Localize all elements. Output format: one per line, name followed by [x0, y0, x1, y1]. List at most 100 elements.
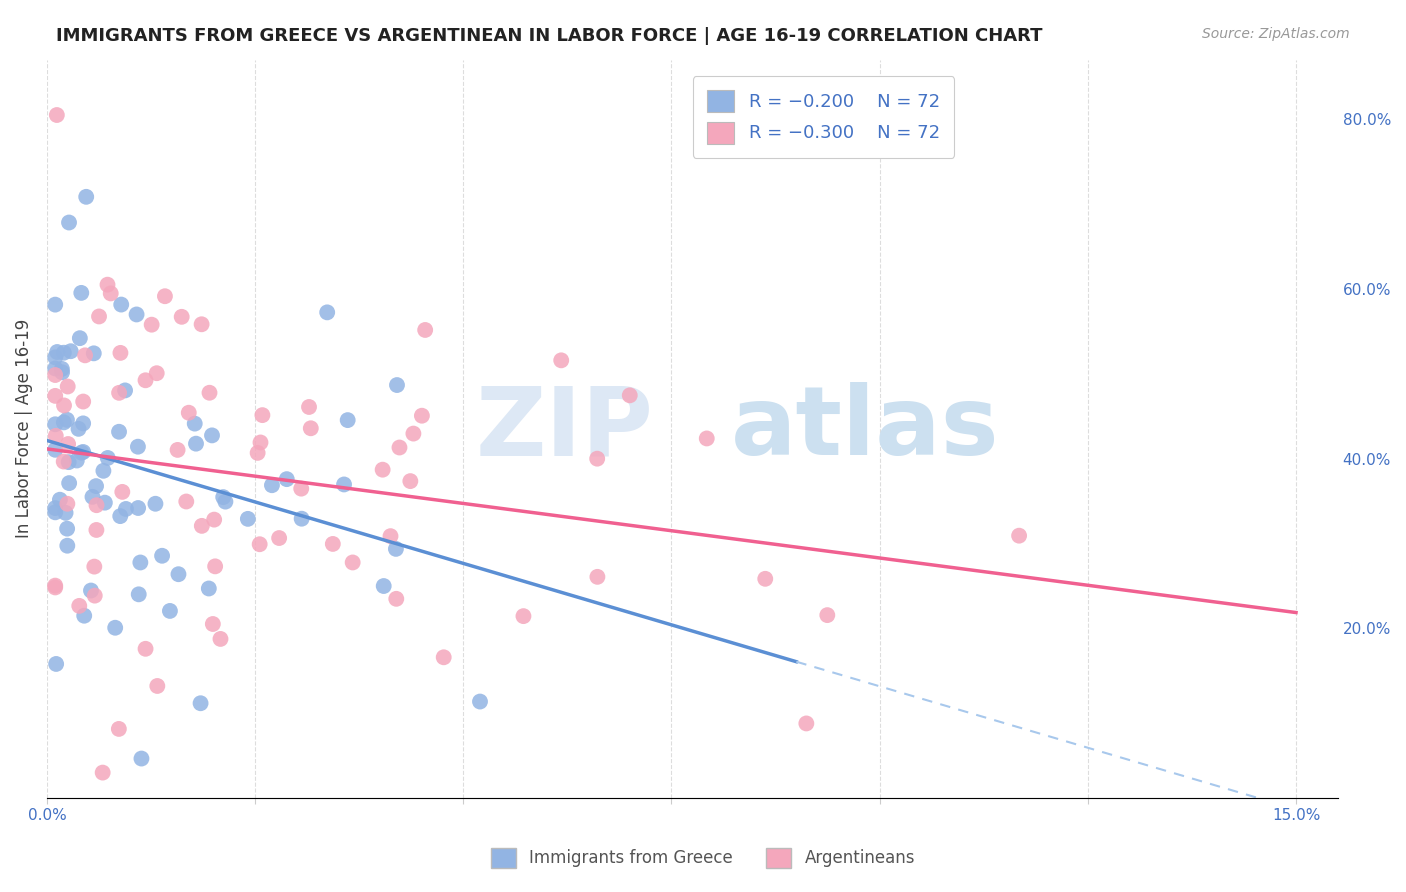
Point	[249, 537, 271, 551]
Point	[75, 348, 97, 362]
Point	[45, 657, 67, 671]
Point	[44, 351, 66, 365]
Point	[1008, 529, 1031, 543]
Point	[290, 482, 312, 496]
Point	[201, 428, 224, 442]
Point	[129, 556, 152, 570]
Point	[51, 365, 73, 379]
Point	[191, 519, 214, 533]
Point	[108, 722, 131, 736]
Point	[249, 435, 271, 450]
Point	[246, 446, 269, 460]
Point	[69, 331, 91, 345]
Point	[115, 502, 138, 516]
Point	[52, 454, 75, 468]
Point	[58, 476, 80, 491]
Point	[141, 318, 163, 332]
Point	[411, 409, 433, 423]
Point	[550, 353, 572, 368]
Point	[166, 442, 188, 457]
Point	[299, 421, 322, 435]
Legend: R = −0.200    N = 72, R = −0.300    N = 72: R = −0.200 N = 72, R = −0.300 N = 72	[693, 76, 955, 158]
Text: ZIP: ZIP	[475, 383, 654, 475]
Point	[167, 567, 190, 582]
Point	[342, 556, 364, 570]
Point	[322, 537, 344, 551]
Point	[72, 394, 94, 409]
Point	[55, 506, 77, 520]
Point	[67, 422, 90, 436]
Point	[45, 108, 67, 122]
Point	[45, 429, 67, 443]
Point	[209, 632, 232, 646]
Point	[84, 479, 107, 493]
Point	[127, 501, 149, 516]
Point	[754, 572, 776, 586]
Point	[586, 570, 609, 584]
Point	[145, 366, 167, 380]
Point	[52, 345, 75, 359]
Point	[204, 559, 226, 574]
Point	[87, 310, 110, 324]
Point	[159, 604, 181, 618]
Text: IMMIGRANTS FROM GREECE VS ARGENTINEAN IN LABOR FORCE | AGE 16-19 CORRELATION CHA: IMMIGRANTS FROM GREECE VS ARGENTINEAN IN…	[56, 27, 1043, 45]
Point	[413, 323, 436, 337]
Point	[201, 617, 224, 632]
Point	[44, 417, 66, 432]
Point	[388, 441, 411, 455]
Point	[316, 305, 339, 319]
Point	[110, 509, 132, 524]
Point	[56, 379, 79, 393]
Point	[83, 346, 105, 360]
Point	[44, 298, 66, 312]
Point	[385, 378, 408, 392]
Point	[236, 512, 259, 526]
Point	[260, 478, 283, 492]
Point	[110, 346, 132, 360]
Point	[58, 455, 80, 469]
Point	[96, 277, 118, 292]
Point	[269, 531, 291, 545]
Legend: Immigrants from Greece, Argentineans: Immigrants from Greece, Argentineans	[484, 841, 922, 875]
Point	[56, 497, 79, 511]
Point	[83, 559, 105, 574]
Point	[82, 490, 104, 504]
Point	[153, 289, 176, 303]
Point	[184, 436, 207, 450]
Point	[586, 451, 609, 466]
Point	[190, 318, 212, 332]
Point	[67, 599, 90, 613]
Point	[44, 579, 66, 593]
Point	[202, 513, 225, 527]
Point	[170, 310, 193, 324]
Point	[70, 445, 93, 459]
Point	[135, 641, 157, 656]
Point	[198, 582, 221, 596]
Point	[402, 426, 425, 441]
Point	[70, 285, 93, 300]
Point	[97, 450, 120, 465]
Point	[127, 440, 149, 454]
Point	[212, 490, 235, 504]
Point	[214, 494, 236, 508]
Point	[134, 373, 156, 387]
Point	[83, 589, 105, 603]
Point	[51, 362, 73, 376]
Point	[56, 437, 79, 451]
Point	[512, 609, 534, 624]
Point	[796, 716, 818, 731]
Point	[44, 581, 66, 595]
Point	[93, 464, 115, 478]
Point	[108, 385, 131, 400]
Point	[49, 492, 72, 507]
Point	[110, 297, 132, 311]
Point	[66, 453, 89, 467]
Point	[252, 408, 274, 422]
Point	[58, 215, 80, 229]
Point	[86, 523, 108, 537]
Point	[146, 679, 169, 693]
Point	[336, 413, 359, 427]
Point	[333, 477, 356, 491]
Point	[44, 505, 66, 519]
Point	[433, 650, 456, 665]
